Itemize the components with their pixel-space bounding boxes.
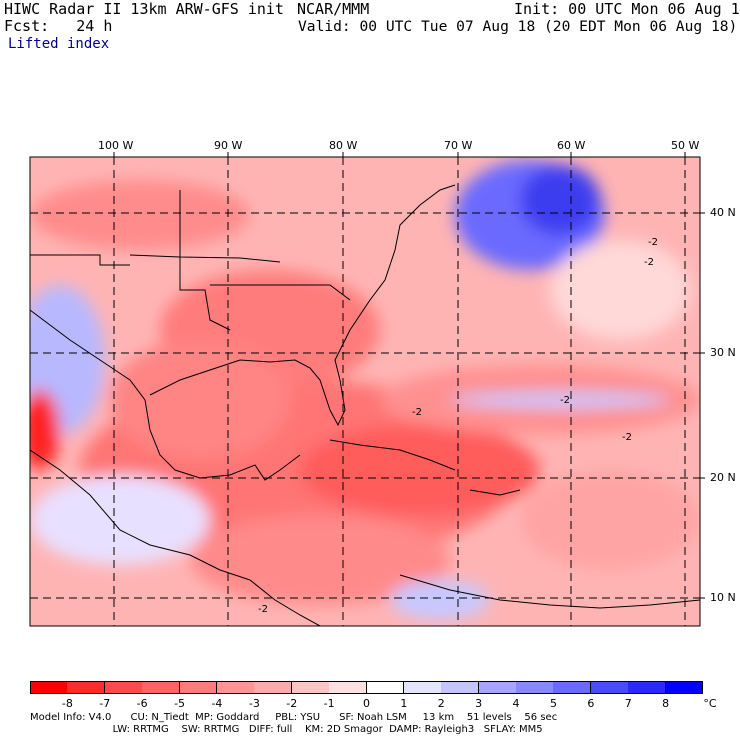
- contour-label: -2: [622, 432, 632, 443]
- lat-label-10n: 10 N: [710, 591, 736, 604]
- lat-label-30n: 30 N: [710, 346, 736, 359]
- colorbar-swatch: [553, 681, 592, 694]
- map-frame: [29, 156, 701, 627]
- field-name: Lifted index: [8, 36, 110, 52]
- colorbar-swatch: [478, 681, 517, 694]
- colorbar-tick-label: -4: [211, 697, 223, 710]
- colorbar-tick-label: -6: [136, 697, 148, 710]
- model-info-line2: LW: RRTMG SW: RRTMG DIFF: full KM: 2D Sm…: [30, 724, 543, 735]
- coastlines: [30, 184, 700, 626]
- colorbar-tick-label: 2: [437, 697, 445, 710]
- lon-label-70w: 70 W: [444, 139, 473, 152]
- contour-label: -2: [648, 237, 658, 248]
- colorbar-swatch: [30, 681, 68, 694]
- contour-label: -2: [644, 257, 654, 268]
- latlon-grid: [30, 157, 700, 626]
- lon-label-90w: 90 W: [214, 139, 243, 152]
- init-time: Init: 00 UTC Mon 06 Aug 18: [514, 0, 740, 18]
- colorbar-swatch: [516, 681, 554, 694]
- model-title: HIWC Radar II 13km ARW-GFS init: [4, 0, 284, 18]
- colorbar-tick-label: -8: [61, 697, 73, 710]
- valid-time: Valid: 00 UTC Tue 07 Aug 18 (20 EDT Mon …: [298, 18, 738, 35]
- model-info-line1: Model Info: V4.0 CU: N_Tiedt MP: Goddard…: [30, 712, 558, 723]
- colorbar-tick-label: 3: [475, 697, 483, 710]
- colorbar-swatch: [179, 681, 218, 694]
- colorbar-tick-label: -1: [323, 697, 335, 710]
- forecast-hour: Fcst: 24 h: [4, 17, 113, 35]
- colorbar-tick-label: 0: [363, 697, 370, 710]
- colorbar-swatch: [665, 681, 704, 694]
- contour-label: -2: [412, 407, 422, 418]
- contour-labels: -2 -2 -2 -2 -2 -2: [258, 237, 658, 615]
- colorbar-tick-label: -3: [248, 697, 260, 710]
- plot-area: [30, 157, 700, 626]
- lon-label-60w: 60 W: [557, 139, 586, 152]
- colorbar-tick-label: 7: [624, 697, 632, 710]
- colorbar-tick-label: 1: [400, 697, 408, 710]
- contour-label: -2: [560, 395, 570, 406]
- colorbar-swatch: [441, 681, 480, 694]
- contour-label: -2: [258, 604, 268, 615]
- colorbar-swatch: [254, 681, 293, 694]
- colorbar-unit: °C: [703, 697, 717, 710]
- colorbar-tick-label: 5: [549, 697, 557, 710]
- frame-ticks: [113, 152, 705, 599]
- colorbar-swatch: [590, 681, 629, 694]
- colorbar-swatch: [104, 681, 143, 694]
- colorbar-tick-label: 8: [662, 697, 670, 710]
- colorbar-tick-label: -7: [99, 697, 111, 710]
- colorbar-swatch: [329, 681, 367, 694]
- field-shading: [30, 160, 700, 620]
- lat-label-40n: 40 N: [710, 206, 736, 219]
- lat-label-20n: 20 N: [710, 471, 736, 484]
- colorbar-swatch: [403, 681, 442, 694]
- colorbar-swatch: [628, 681, 667, 694]
- org-label: NCAR/MMM: [297, 0, 370, 18]
- colorbar-swatch: [291, 681, 330, 694]
- colorbar-tick-label: -5: [174, 697, 186, 710]
- colorbar-swatch: [67, 681, 106, 694]
- lon-label-100w: 100 W: [98, 139, 134, 152]
- colorbar-tick-label: -2: [286, 697, 298, 710]
- colorbar-swatch: [366, 681, 405, 694]
- colorbar-swatch: [216, 681, 255, 694]
- colorbar-tick-label: 6: [587, 697, 595, 710]
- lon-label-50w: 50 W: [671, 139, 700, 152]
- lon-label-80w: 80 W: [329, 139, 358, 152]
- colorbar-tick-label: 4: [512, 697, 520, 710]
- colorbar-swatch: [142, 681, 181, 694]
